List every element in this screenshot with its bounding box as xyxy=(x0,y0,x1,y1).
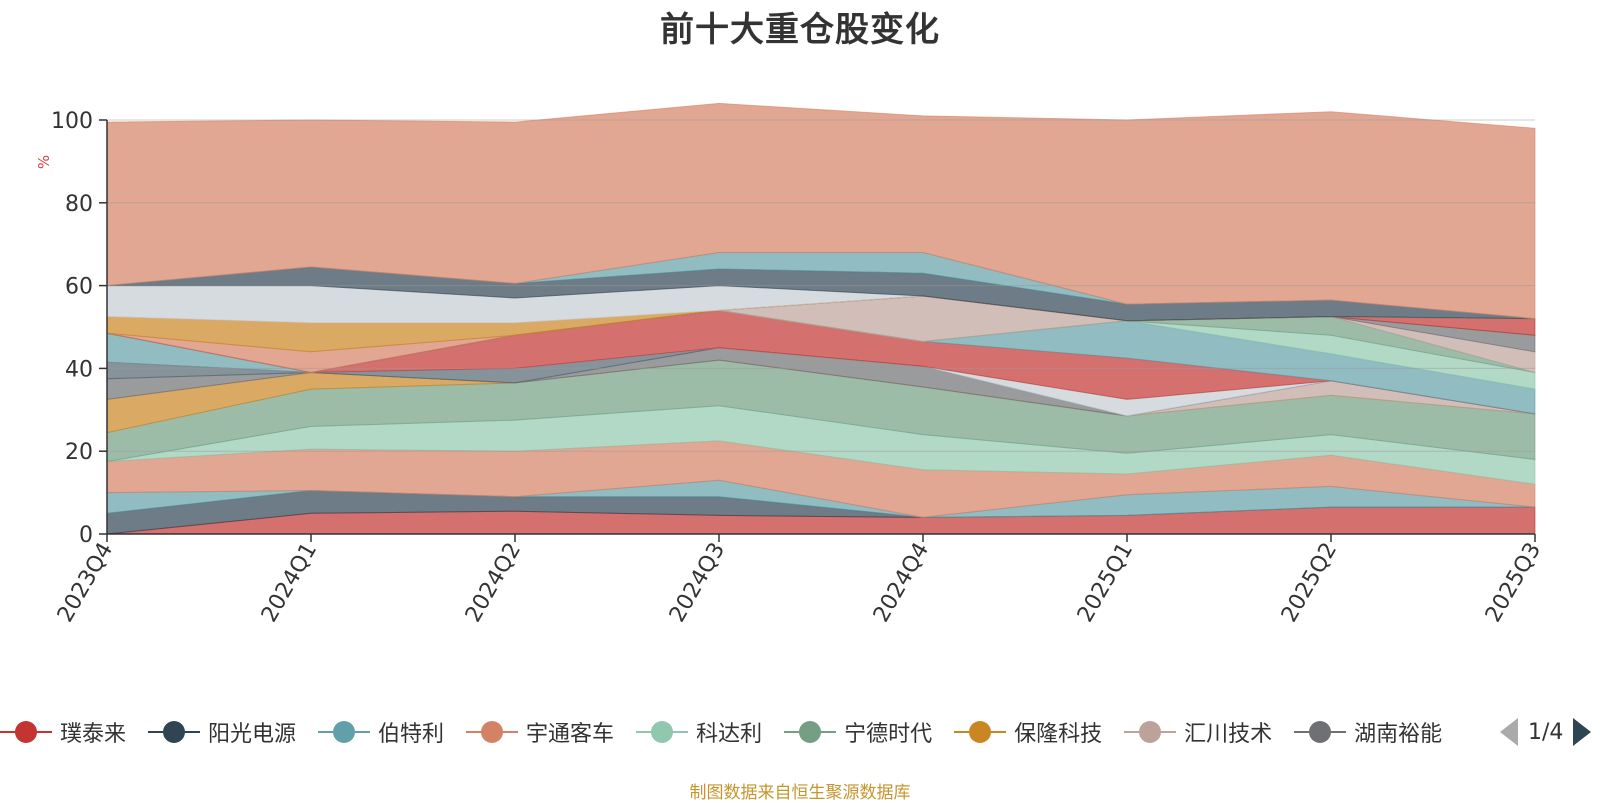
legend-marker-icon xyxy=(318,720,371,744)
legend-marker-icon xyxy=(636,720,689,744)
legend-marker-icon xyxy=(148,720,201,744)
legend-label: 阳光电源 xyxy=(208,722,297,747)
legend-items: 璞泰来 阳光电源 伯特利 宇通客车 科达利 宁德时代 保隆科技 汇川技术 湖南裕能 xyxy=(0,712,1482,752)
legend-item-8[interactable]: 湖南裕能 xyxy=(1294,712,1442,752)
chevron-right-icon[interactable] xyxy=(1573,718,1592,746)
legend-item-7[interactable]: 汇川技术 xyxy=(1124,712,1272,752)
legend-item-3[interactable]: 宇通客车 xyxy=(466,712,614,752)
legend-label: 汇川技术 xyxy=(1184,722,1273,747)
legend-label: 璞泰来 xyxy=(60,722,127,747)
grid-lines xyxy=(107,119,1535,452)
area-series-group xyxy=(106,102,1536,535)
x-tick-label-4: 2024Q4 xyxy=(869,539,934,627)
chevron-left-icon[interactable] xyxy=(1500,718,1518,746)
legend-label: 宁德时代 xyxy=(844,722,933,747)
legend-item-1[interactable]: 阳光电源 xyxy=(148,712,296,752)
legend-marker-icon xyxy=(1294,720,1347,744)
legend-label: 科达利 xyxy=(696,722,763,747)
data-source-note: 制图数据来自恒生聚源数据库 xyxy=(689,783,911,803)
legend-item-2[interactable]: 伯特利 xyxy=(318,712,444,752)
x-tick-label-1: 2024Q1 xyxy=(257,539,322,627)
y-tick-label-4: 80 xyxy=(65,192,93,217)
y-tick-label-3: 60 xyxy=(65,275,93,300)
legend-marker-icon xyxy=(1124,720,1177,744)
legend-item-0[interactable]: 璞泰来 xyxy=(0,712,126,752)
legend-label: 湖南裕能 xyxy=(1354,722,1443,747)
x-tick-label-7: 2025Q3 xyxy=(1481,539,1546,627)
y-tick-label-2: 40 xyxy=(65,357,93,382)
y-tick-label-5: 100 xyxy=(51,109,93,134)
x-tick-label-5: 2025Q1 xyxy=(1073,539,1138,627)
x-tick-label-2: 2024Q2 xyxy=(461,539,526,627)
chart-title: 前十大重仓股变化 xyxy=(660,10,940,50)
legend-page-indicator: 1/4 xyxy=(1528,719,1564,745)
legend-marker-icon xyxy=(466,720,519,744)
legend-marker-icon xyxy=(0,720,52,744)
stacked-area-chart: 0 20 40 60 80 100 2023Q4 2024Q1 2024Q2 2024Q3 2024… xyxy=(35,102,1546,627)
legend-item-4[interactable]: 科达利 xyxy=(636,712,762,752)
legend-label: 伯特利 xyxy=(378,722,445,747)
legend-item-6[interactable]: 保隆科技 xyxy=(954,712,1102,752)
x-tick-label-0: 2023Q4 xyxy=(53,539,118,627)
legend-label: 保隆科技 xyxy=(1014,722,1103,747)
x-tick-label-3: 2024Q3 xyxy=(665,539,730,627)
legend-marker-icon xyxy=(954,720,1007,744)
legend-marker-icon xyxy=(784,720,837,744)
legend-item-5[interactable]: 宁德时代 xyxy=(784,712,932,752)
area-series-23 xyxy=(106,102,1536,320)
y-tick-label-0: 0 xyxy=(79,523,93,548)
legend-label: 宇通客车 xyxy=(526,722,615,747)
x-tick-label-6: 2025Q2 xyxy=(1277,539,1342,627)
legend: 璞泰来 阳光电源 伯特利 宇通客车 科达利 宁德时代 保隆科技 汇川技术 湖南裕能 1/4 xyxy=(0,712,1600,752)
y-tick-label-1: 20 xyxy=(65,440,93,465)
y-axis-unit: % xyxy=(35,155,53,169)
legend-pager: 1/4 xyxy=(1500,712,1592,752)
